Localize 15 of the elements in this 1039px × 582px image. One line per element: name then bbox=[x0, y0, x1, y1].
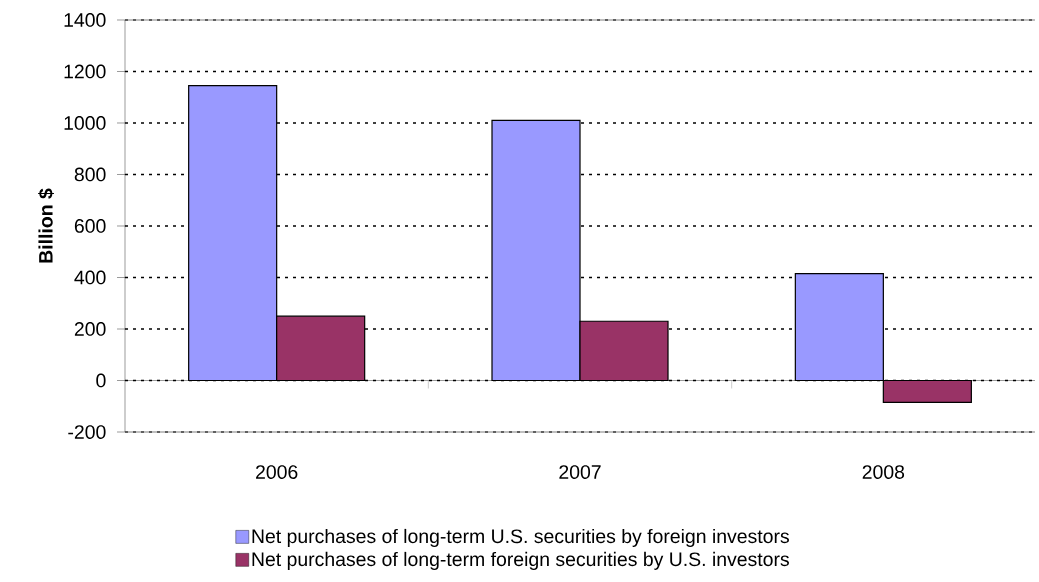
y-tick-label: 0 bbox=[96, 373, 106, 388]
legend-label: Net purchases of long-term U.S. securities by foreign investors bbox=[252, 528, 789, 547]
y-axis-title: Billion $ bbox=[38, 188, 54, 263]
y-tick-label: 1000 bbox=[64, 116, 106, 130]
y-tick-label: 200 bbox=[74, 322, 106, 336]
y-tick-label: 1400 bbox=[64, 13, 106, 27]
y-tick-label: 800 bbox=[74, 167, 106, 182]
y-tick-label: 400 bbox=[74, 270, 106, 285]
x-tick-label: 2008 bbox=[862, 465, 905, 479]
y-tick-label: -200 bbox=[68, 425, 106, 439]
legend-label: Net purchases of long-term foreign securities by U.S. investors bbox=[252, 551, 789, 570]
x-tick-label: 2007 bbox=[559, 465, 601, 479]
y-tick-label: 1200 bbox=[64, 64, 106, 79]
x-tick-label: 2006 bbox=[256, 465, 298, 479]
y-tick-label: 600 bbox=[74, 219, 106, 233]
